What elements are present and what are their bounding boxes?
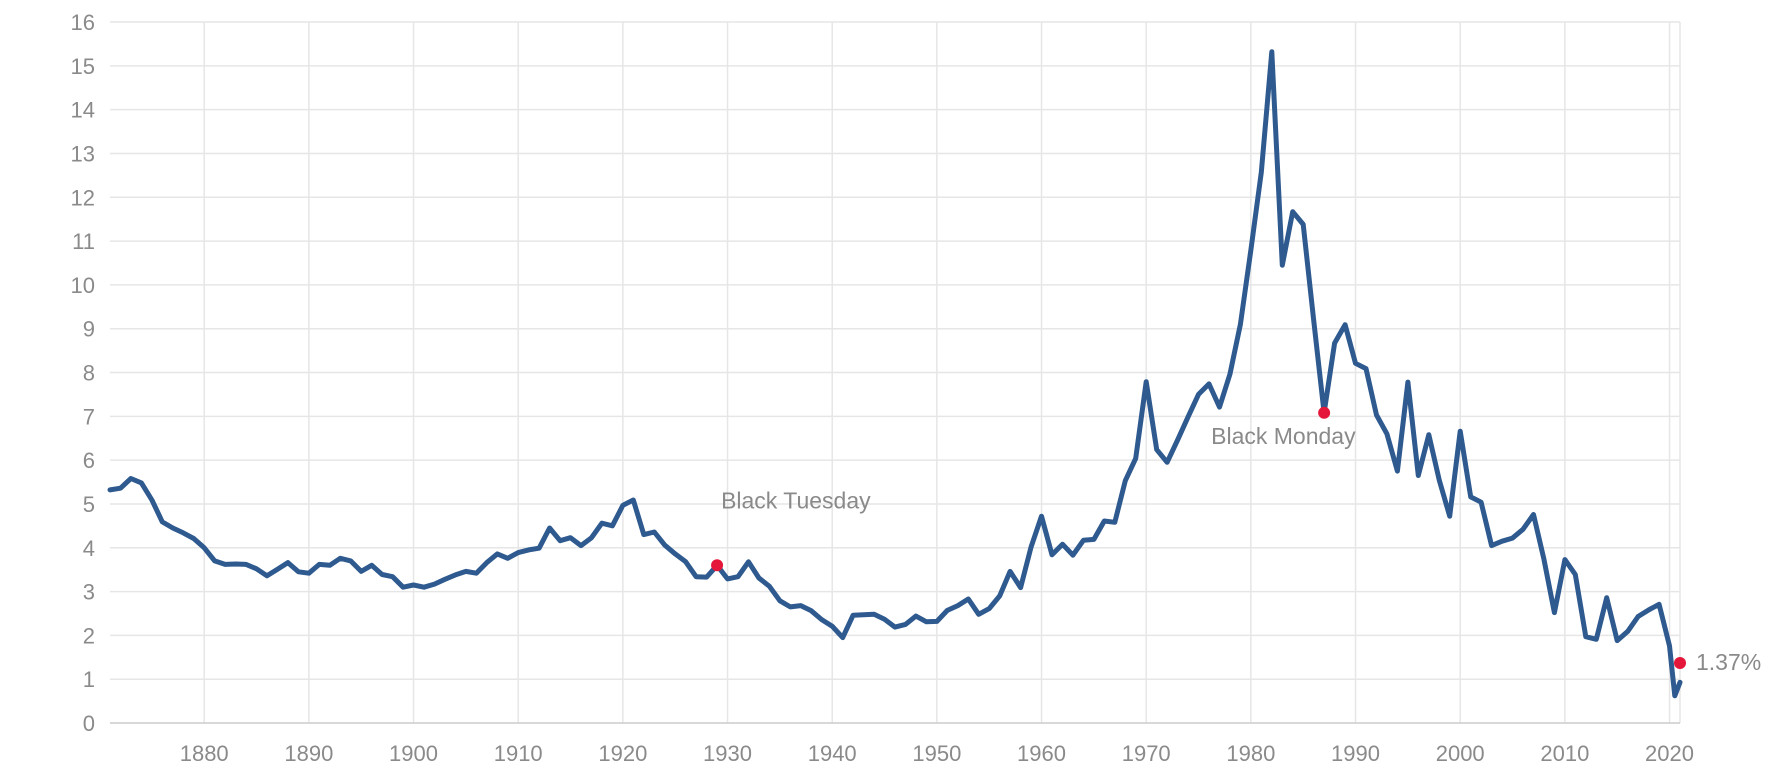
y-tick-label: 12 <box>71 185 95 210</box>
y-tick-label: 4 <box>83 536 95 561</box>
x-tick-label: 1890 <box>284 741 333 766</box>
annotation-marker <box>1674 656 1686 669</box>
x-tick-label: 1910 <box>494 741 543 766</box>
x-tick-label: 1960 <box>1017 741 1066 766</box>
y-tick-label: 6 <box>83 448 95 473</box>
y-tick-label: 14 <box>71 98 95 123</box>
vertical-gridlines <box>203 22 1681 723</box>
annotation-label: Black Monday <box>1211 423 1356 449</box>
x-tick-label: 2000 <box>1436 741 1485 766</box>
y-tick-label: 16 <box>71 10 95 35</box>
x-tick-label: 1970 <box>1122 741 1171 766</box>
y-tick-label: 3 <box>83 580 95 605</box>
y-tick-label: 11 <box>72 229 95 254</box>
annotation-marker <box>1318 406 1331 419</box>
x-tick-label: 2020 <box>1645 741 1694 766</box>
y-tick-label: 9 <box>83 317 95 342</box>
x-tick-label: 1950 <box>912 741 961 766</box>
x-tick-label: 1920 <box>598 741 647 766</box>
horizontal-gridlines <box>110 21 1680 680</box>
y-tick-label: 7 <box>83 404 95 429</box>
y-tick-label: 8 <box>83 361 95 386</box>
y-tick-label: 1 <box>83 667 95 692</box>
y-tick-label: 5 <box>83 492 95 517</box>
y-tick-label: 15 <box>71 54 95 79</box>
annotations: Black Tuesday Black Monday 1.37% <box>711 406 1761 675</box>
x-tick-label: 1930 <box>703 741 752 766</box>
annotation-label: Black Tuesday <box>721 487 871 513</box>
annotation-marker <box>711 559 724 572</box>
y-tick-label: 0 <box>83 711 95 736</box>
x-tick-label: 1940 <box>808 741 857 766</box>
x-tick-label: 1980 <box>1226 741 1275 766</box>
x-tick-label: 1900 <box>389 741 438 766</box>
y-tick-label: 13 <box>71 141 95 166</box>
y-tick-label: 2 <box>83 623 95 648</box>
x-axis-tick-labels: 1880 1890 1900 1910 1920 1930 1940 1950 1960 1970… <box>180 741 1694 766</box>
x-tick-label: 1990 <box>1331 741 1380 766</box>
x-tick-label: 1880 <box>180 741 229 766</box>
annotation-label: 1.37% <box>1696 649 1761 675</box>
x-tick-label: 2010 <box>1540 741 1589 766</box>
yield-series-line <box>107 49 1683 699</box>
y-tick-label: 10 <box>71 273 95 298</box>
